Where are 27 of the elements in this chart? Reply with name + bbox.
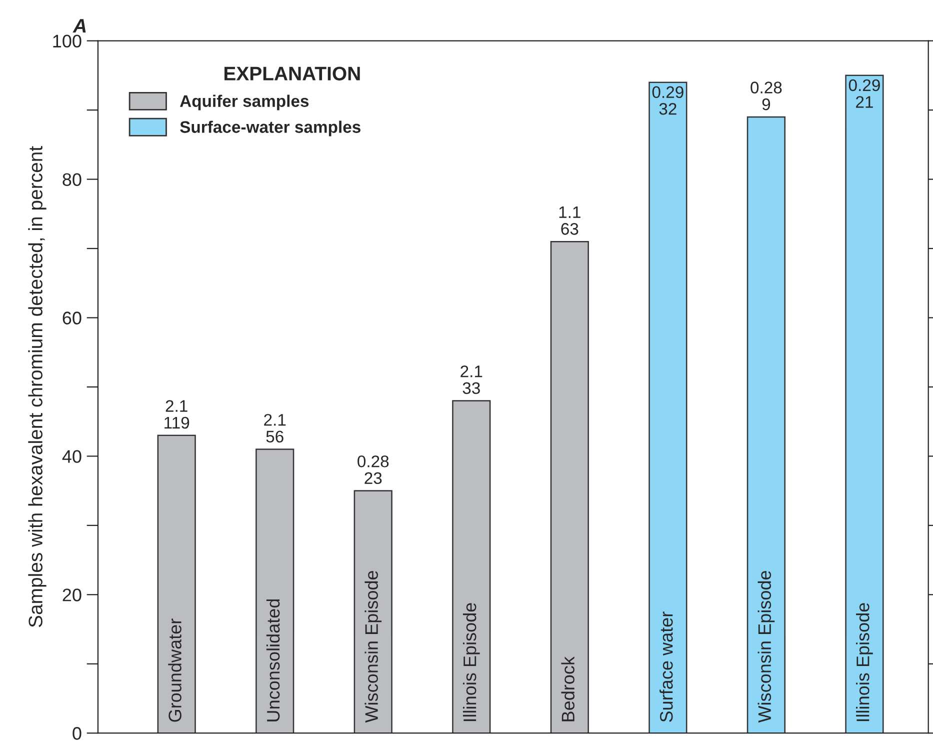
y-tick-label: 100 — [53, 34, 82, 48]
y-axis-title: Samples with hexavalent chromium detected, in percent — [28, 146, 46, 628]
annotation: 2.1 56 — [264, 414, 286, 443]
annotation: 0.29 21 — [848, 79, 880, 108]
x-tick-label: Wisconsin Episode — [364, 570, 382, 723]
y-tick-label: 20 — [62, 588, 82, 602]
y-tick-label: 80 — [62, 173, 82, 186]
annotation: 2.1 119 — [164, 400, 190, 429]
x-tick-label: Unconsolidated — [266, 599, 280, 722]
annotation: 1.1 63 — [559, 206, 580, 235]
annotation: 0.28 23 — [358, 455, 389, 484]
annotation: 0.28 9 — [750, 82, 782, 110]
legend-title: EXPLANATION — [224, 66, 360, 80]
annotation: 0.29 32 — [652, 86, 684, 115]
x-tick-label: Surface water — [660, 612, 673, 722]
x-tick-label: Bedrock — [561, 656, 574, 722]
y-tick-label: 0 — [72, 727, 82, 740]
y-tick-label: 40 — [62, 450, 82, 463]
x-tick-label: Illinois Episode — [462, 603, 480, 722]
annotation: 2.1 33 — [460, 365, 482, 394]
legend-label: Surface-water samples — [180, 120, 360, 136]
x-tick-label: Wisconsin Episode — [758, 570, 775, 723]
x-tick-label: Illinois Episode — [856, 603, 873, 722]
y-tick-label: 60 — [62, 312, 82, 324]
legend-label: Aquifer samples — [180, 94, 309, 110]
x-tick-label: Groundwater — [168, 618, 182, 722]
chart-title: A — [72, 19, 86, 32]
